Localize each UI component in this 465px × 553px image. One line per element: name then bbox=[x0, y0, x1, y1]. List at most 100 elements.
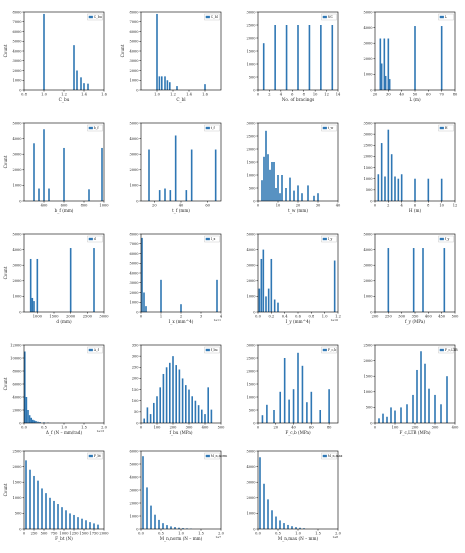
histogram-bar bbox=[381, 63, 383, 90]
y-tick-label: 4000 bbox=[363, 248, 373, 252]
histogram-bar bbox=[156, 396, 158, 423]
x-tick-label: 2 bbox=[268, 93, 270, 97]
x-tick-label: 1000 bbox=[59, 532, 69, 536]
x-tick-label: 300 bbox=[432, 426, 440, 430]
histogram-bar bbox=[170, 190, 172, 201]
y-axis-label: Count bbox=[120, 44, 125, 57]
y-tick-label: 2000 bbox=[363, 57, 373, 61]
histogram-bar bbox=[267, 154, 269, 201]
axis-scale-label: 1e10 bbox=[330, 318, 338, 322]
histogram-bar bbox=[265, 131, 267, 201]
histogram-bar bbox=[93, 523, 95, 529]
legend-label: f_y bbox=[445, 237, 450, 241]
histogram-bar bbox=[378, 174, 380, 201]
histogram-bar bbox=[269, 170, 271, 201]
x-tick-label: 20 bbox=[273, 426, 278, 430]
histogram-bar bbox=[89, 522, 91, 529]
legend-label: Δ_f bbox=[94, 348, 100, 352]
x-tick-label: 350 bbox=[412, 315, 420, 319]
x-tick-label: 0.8 bbox=[21, 93, 27, 97]
y-tick-label: 0 bbox=[370, 199, 373, 203]
y-tick-label: 3000 bbox=[246, 264, 256, 268]
y-tick-label: 4000 bbox=[129, 271, 139, 275]
histogram-bar bbox=[334, 261, 336, 312]
legend-swatch bbox=[440, 238, 444, 240]
legend-swatch bbox=[206, 16, 210, 18]
y-tick-label: 1000 bbox=[12, 496, 22, 500]
histogram-bar bbox=[328, 389, 330, 423]
y-axis-label: Count bbox=[3, 44, 8, 57]
histogram-bar bbox=[26, 397, 28, 423]
y-tick-label: 200 bbox=[132, 377, 140, 381]
histogram-bar bbox=[170, 526, 172, 529]
x-tick-label: 6 bbox=[414, 204, 417, 208]
x-tick-label: 10 bbox=[439, 204, 444, 208]
histogram-bar bbox=[382, 414, 384, 423]
plot-frame bbox=[141, 123, 221, 201]
histogram-bar bbox=[400, 407, 402, 423]
y-tick-label: 0 bbox=[253, 199, 256, 203]
histogram-bar bbox=[159, 76, 161, 90]
histogram-bar bbox=[444, 248, 446, 312]
histogram-bar bbox=[143, 293, 145, 313]
x-tick-label: 2 bbox=[387, 204, 389, 208]
x-tick-label: 1250 bbox=[69, 532, 79, 536]
histogram-bar bbox=[277, 175, 279, 201]
y-tick-label: 2000 bbox=[246, 279, 256, 283]
y-tick-label: 1000 bbox=[12, 184, 22, 188]
x-tick-label: 60 bbox=[309, 426, 314, 430]
x-tick-label: 0.0 bbox=[255, 532, 261, 536]
histogram-bar bbox=[297, 25, 299, 90]
y-tick-label: 1000 bbox=[363, 390, 373, 394]
histogram-bar bbox=[289, 178, 291, 201]
histogram-bar bbox=[263, 484, 265, 529]
y-tick-label: 2000 bbox=[129, 69, 139, 73]
histogram-bar bbox=[287, 525, 289, 529]
x-tick-label: 4 bbox=[280, 93, 283, 97]
legend-swatch bbox=[89, 16, 93, 18]
histogram-bar bbox=[286, 25, 288, 90]
x-tick-label: 12 bbox=[453, 204, 458, 208]
y-tick-label: 1000 bbox=[363, 177, 373, 181]
y-tick-label: 1000 bbox=[246, 395, 256, 399]
histogram-bar bbox=[386, 417, 388, 423]
legend-swatch bbox=[323, 238, 327, 240]
histogram-bar bbox=[45, 493, 47, 529]
x-axis-label: I_x (mm^4) bbox=[169, 319, 194, 324]
histogram-bar bbox=[279, 392, 281, 423]
y-tick-label: 4000 bbox=[12, 137, 22, 141]
y-tick-label: 4000 bbox=[129, 137, 139, 141]
x-tick-label: 500 bbox=[41, 532, 49, 536]
x-axis-label: d (mm) bbox=[56, 319, 72, 324]
axis-scale-label: 1e11 bbox=[213, 318, 221, 322]
y-tick-label: 1500 bbox=[363, 166, 373, 170]
y-axis-label: Count bbox=[3, 483, 8, 496]
y-tick-label: 1000 bbox=[246, 173, 256, 177]
x-tick-label: 10 bbox=[276, 204, 281, 208]
histogram-bar bbox=[307, 185, 309, 201]
x-tick-label: 20 bbox=[373, 93, 378, 97]
histogram-bar bbox=[169, 363, 171, 423]
y-tick-label: 1000 bbox=[129, 184, 139, 188]
y-tick-label: 2000 bbox=[12, 279, 22, 283]
legend-label: t_w bbox=[328, 126, 334, 130]
y-tick-label: 1000 bbox=[246, 62, 256, 66]
histogram-bar bbox=[142, 456, 144, 529]
histogram-bar bbox=[261, 180, 263, 201]
x-tick-label: 200 bbox=[412, 426, 420, 430]
legend-swatch bbox=[323, 16, 327, 18]
histogram-bar bbox=[164, 189, 166, 201]
y-tick-label: 6000 bbox=[129, 449, 139, 453]
x-axis-label: F_c,LTB (MPa) bbox=[400, 430, 431, 435]
